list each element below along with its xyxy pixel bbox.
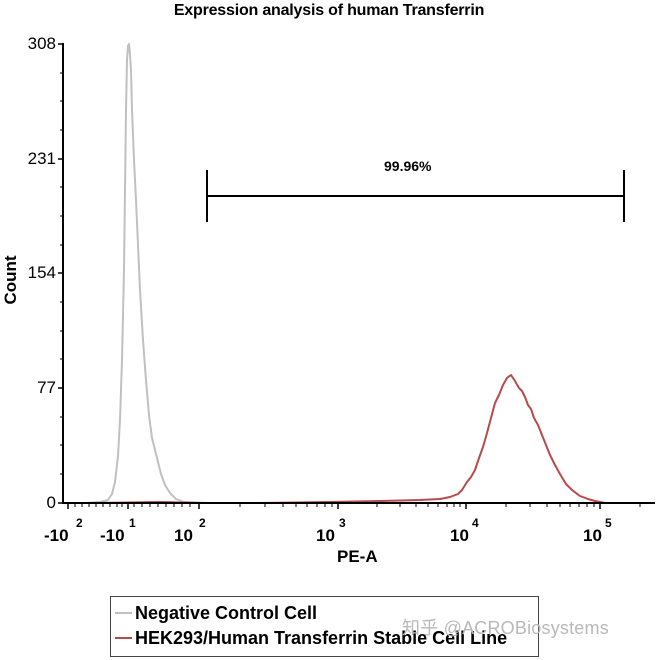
- x-tick-neg-10-1: -10 1: [100, 516, 136, 545]
- x-tick-10-5: 10 5: [583, 516, 612, 545]
- gray-line-swatch-icon: [115, 612, 132, 614]
- x-tick-10-3: 10 3: [316, 516, 346, 545]
- gate-percentage-label: 99.96%: [384, 158, 432, 174]
- y-major-ticks: [58, 43, 63, 504]
- negative-control-curve: [84, 43, 211, 504]
- legend-item-stable-cell-line[interactable]: HEK293/Human Transferrin Stable Cell Lin…: [115, 627, 507, 649]
- x-tick-10-2: 10 2: [174, 516, 206, 545]
- gate-marker[interactable]: [206, 170, 625, 222]
- legend: Negative Control Cell HEK293/Human Trans…: [110, 596, 539, 657]
- stable-cell-line-curve: [94, 374, 606, 504]
- histogram-plot: [58, 43, 655, 509]
- chart-title: Expression analysis of human Transferrin: [173, 2, 485, 19]
- x-axis-label: PE-A: [337, 547, 378, 566]
- x-major-ticks: [67, 503, 601, 509]
- x-tick-10-4: 10 4: [450, 516, 479, 545]
- red-line-swatch-icon: [115, 637, 132, 639]
- x-tick-neg-10-2: -10 2: [44, 516, 83, 545]
- y-tick-308: 308: [27, 34, 56, 53]
- legend-item-negative-control[interactable]: Negative Control Cell: [115, 602, 317, 624]
- watermark: 知乎 @ACROBiosystems: [402, 618, 609, 638]
- y-tick-231: 231: [27, 149, 56, 168]
- x-minor-ticks: [74, 503, 641, 507]
- y-tick-154: 154: [27, 263, 56, 282]
- y-minor-ticks: [60, 72, 63, 475]
- y-tick-0: 0: [46, 493, 56, 512]
- y-tick-77: 77: [37, 378, 56, 397]
